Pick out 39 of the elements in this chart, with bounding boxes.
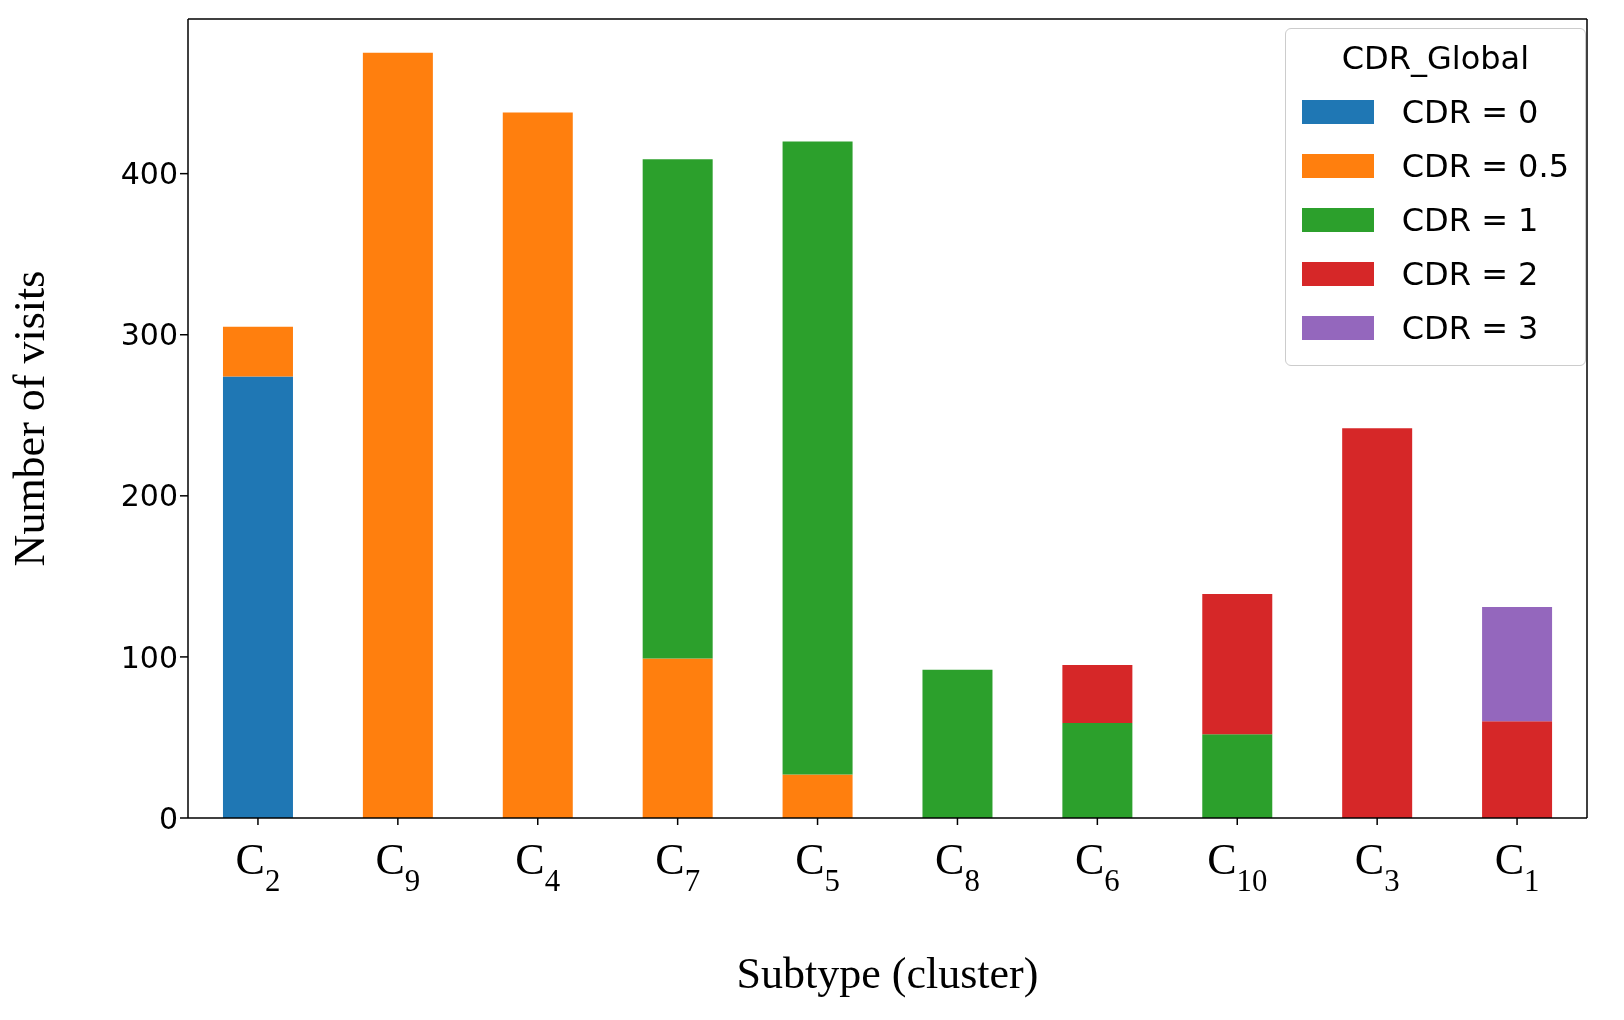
y-tick-label: 100 xyxy=(120,639,178,675)
legend-label: CDR = 1 xyxy=(1401,201,1539,239)
legend-title: CDR_Global xyxy=(1340,39,1530,77)
x-tick-label: C$_{4}$ xyxy=(515,835,561,898)
x-tick-label: C$_{7}$ xyxy=(655,835,701,898)
x-axis-title: Subtype (cluster) xyxy=(736,949,1039,998)
legend-label: CDR = 3 xyxy=(1401,309,1539,347)
x-tick-label: C$_{9}$ xyxy=(375,835,421,898)
legend-label: CDR = 0 xyxy=(1401,93,1539,131)
x-tick-label: C$_{10}$ xyxy=(1207,835,1268,898)
bar xyxy=(1482,606,1553,722)
x-tick-label: C$_{8}$ xyxy=(935,835,980,898)
bar xyxy=(642,658,713,818)
y-tick-label: 300 xyxy=(120,317,178,353)
bar xyxy=(1062,664,1133,723)
legend-label: CDR = 0.5 xyxy=(1401,147,1569,185)
bar xyxy=(922,669,993,818)
y-axis-title: Number of visits xyxy=(4,270,54,567)
bar xyxy=(642,159,713,659)
bar xyxy=(1202,594,1273,735)
y-tick-label: 400 xyxy=(120,156,178,192)
bar xyxy=(502,112,573,818)
x-tick-label: C$_{1}$ xyxy=(1494,835,1540,898)
x-tick-label: C$_{2}$ xyxy=(235,835,281,898)
y-tick-label: 200 xyxy=(120,478,178,514)
bar xyxy=(1062,722,1133,818)
y-tick-label: 0 xyxy=(158,800,178,836)
bar xyxy=(782,141,853,775)
x-tick-label: C$_{6}$ xyxy=(1074,835,1120,898)
x-tick-label: C$_{5}$ xyxy=(795,835,840,898)
bar xyxy=(362,52,433,818)
bar xyxy=(222,376,293,818)
legend-label: CDR = 2 xyxy=(1401,255,1539,293)
bar xyxy=(1202,734,1273,818)
bar xyxy=(1342,428,1413,818)
bar xyxy=(1482,721,1553,818)
bar xyxy=(782,774,853,818)
x-tick-label: C$_{3}$ xyxy=(1354,835,1400,898)
bar xyxy=(222,326,293,377)
